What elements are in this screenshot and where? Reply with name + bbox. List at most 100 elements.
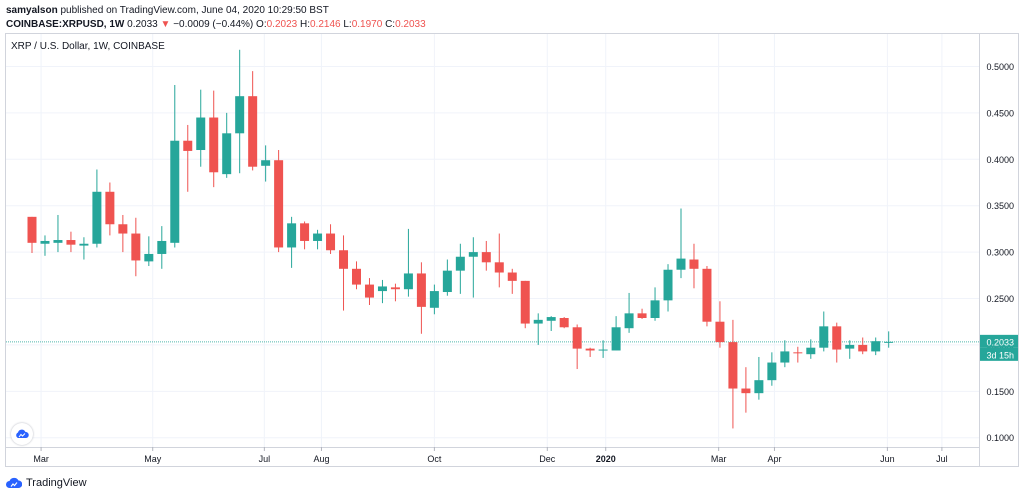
price-tick-label: 0.5000 xyxy=(986,62,1014,72)
candle-body xyxy=(494,262,504,273)
candle-body xyxy=(728,342,738,389)
candle-body xyxy=(884,341,894,343)
time-tick-label: Mar xyxy=(33,454,49,464)
time-tick-label: Aug xyxy=(313,454,329,464)
symbol-summary: COINBASE:XRPUSD, 1W 0.2033 ▼ −0.0009 (−0… xyxy=(6,19,426,30)
candle-body xyxy=(871,341,881,352)
open-label: O: xyxy=(256,19,267,30)
candle-body xyxy=(481,252,491,263)
candle-body xyxy=(287,223,297,248)
published-text: published on TradingView.com, June 04, 2… xyxy=(60,5,329,16)
candle-body xyxy=(27,216,37,243)
price-tick-label: 0.4000 xyxy=(986,155,1014,165)
candle-body xyxy=(403,273,413,290)
candle-body xyxy=(611,327,621,351)
candle-body xyxy=(624,313,634,329)
candle-body xyxy=(390,287,400,290)
price-tick-label: 0.1000 xyxy=(986,433,1014,443)
candle-body xyxy=(248,96,258,167)
price-axis[interactable] xyxy=(979,33,1019,467)
candle-body xyxy=(105,191,115,225)
footer-brand[interactable]: TradingView xyxy=(26,477,87,489)
countdown-label-bg xyxy=(980,347,1018,361)
candle-body xyxy=(364,284,374,298)
time-tick-label: Jul xyxy=(936,454,948,464)
candle-body xyxy=(598,349,608,351)
time-axis[interactable] xyxy=(5,447,980,467)
time-tick-label: Dec xyxy=(539,454,556,464)
candle-body xyxy=(637,313,647,318)
candle-body xyxy=(131,233,141,261)
candle-body xyxy=(832,326,842,350)
candle-body xyxy=(274,160,284,248)
close-label: C: xyxy=(385,19,396,30)
candle-body xyxy=(170,140,180,243)
candle-body xyxy=(754,380,764,394)
candle-body xyxy=(118,224,128,234)
price-tick-label: 0.1500 xyxy=(986,387,1014,397)
candle-body xyxy=(767,362,777,381)
candle-body xyxy=(663,269,673,301)
low-value: 0.1970 xyxy=(351,19,383,30)
low-label: L: xyxy=(343,19,352,30)
time-tick-label: Jul xyxy=(259,454,271,464)
time-tick-label: 2020 xyxy=(596,454,616,464)
candle-body xyxy=(533,319,543,324)
candle-body xyxy=(53,240,63,243)
footer: TradingView xyxy=(6,477,87,489)
candle-body xyxy=(222,133,232,175)
candle-body xyxy=(300,223,310,241)
candle-body xyxy=(702,268,712,322)
candle-body xyxy=(455,256,465,271)
candle-body xyxy=(559,317,569,328)
candle-body xyxy=(157,240,167,254)
candle-body xyxy=(689,259,699,269)
price-tick-label: 0.4500 xyxy=(986,108,1014,118)
price-tick-label: 0.3000 xyxy=(986,248,1014,258)
time-tick-label: Jun xyxy=(880,454,895,464)
candle-body xyxy=(468,252,478,257)
candle-body xyxy=(780,351,790,363)
candle-body xyxy=(416,273,426,307)
chart-title: XRP / U.S. Dollar, 1W, COINBASE xyxy=(11,41,165,52)
publish-info: samyalson published on TradingView.com, … xyxy=(6,5,329,16)
candle-body xyxy=(326,233,336,251)
candle-body xyxy=(377,286,387,292)
candle-body xyxy=(339,250,349,269)
candle-body xyxy=(507,272,517,281)
tradingview-cloud-icon[interactable] xyxy=(11,423,33,445)
candle-body xyxy=(793,352,803,354)
chart-pane[interactable] xyxy=(5,33,980,467)
candle-body xyxy=(650,300,660,318)
candle-body xyxy=(741,388,751,394)
price-change: −0.0009 (−0.44%) xyxy=(173,19,254,30)
candle-body xyxy=(819,326,829,348)
countdown-label: 3d 15h xyxy=(986,350,1014,360)
candle-body xyxy=(40,240,50,244)
time-tick-label: May xyxy=(144,454,162,464)
price-tick-label: 0.3500 xyxy=(986,201,1014,211)
open-value: 0.2023 xyxy=(266,19,298,30)
candle-body xyxy=(261,160,271,166)
candle-body xyxy=(442,270,452,293)
tradingview-logo-icon xyxy=(6,477,22,488)
close-value: 0.2033 xyxy=(395,19,426,30)
time-tick-label: Mar xyxy=(711,454,727,464)
candle-body xyxy=(572,327,582,349)
candle-body xyxy=(546,317,556,321)
high-label: H: xyxy=(299,19,310,30)
candle-body xyxy=(845,344,855,349)
change-down-icon: ▼ xyxy=(160,19,171,30)
last-price: 0.2033 xyxy=(127,19,158,30)
candle-body xyxy=(429,291,439,308)
price-tick-label: 0.2500 xyxy=(986,294,1014,304)
time-tick-label: Oct xyxy=(427,454,442,464)
author-name[interactable]: samyalson xyxy=(6,5,58,16)
last-price-label: 0.2033 xyxy=(986,337,1014,347)
candle-body xyxy=(66,240,76,245)
candle-body xyxy=(676,258,686,270)
candle-body xyxy=(352,268,361,285)
candle-body xyxy=(520,280,530,324)
candle-body xyxy=(196,117,206,151)
